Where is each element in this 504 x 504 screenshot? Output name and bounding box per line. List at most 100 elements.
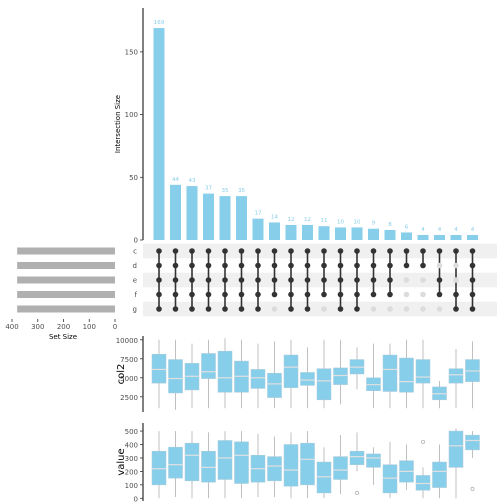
col2-box bbox=[415, 359, 431, 384]
matrix-dot-filled bbox=[337, 248, 344, 254]
intersection-bar-label: 4 bbox=[438, 227, 442, 233]
matrix-dot-filled bbox=[271, 291, 278, 298]
intersection-y-tick-label: 50 bbox=[129, 174, 138, 182]
matrix-dot-filled bbox=[321, 262, 327, 269]
value-box bbox=[201, 450, 216, 483]
matrix-dot-filled bbox=[189, 248, 195, 254]
set-name-label: d bbox=[133, 262, 137, 270]
set-size-bar bbox=[17, 262, 115, 269]
matrix-dot-filled bbox=[304, 262, 311, 269]
matrix-dot-empty bbox=[370, 306, 377, 312]
matrix-dot-filled bbox=[420, 248, 426, 254]
col2-box bbox=[151, 353, 167, 384]
matrix-dot-filled bbox=[271, 277, 278, 283]
value-box bbox=[448, 430, 464, 468]
col2-box bbox=[333, 367, 348, 385]
set-size-bar bbox=[17, 291, 115, 298]
matrix-dot-filled bbox=[288, 262, 294, 269]
col2-y-tick-label: 10000 bbox=[116, 337, 138, 345]
matrix-dot-empty bbox=[271, 306, 278, 312]
set-name-label: g bbox=[133, 306, 137, 314]
col2-box bbox=[448, 368, 464, 384]
matrix-stripes bbox=[143, 243, 497, 317]
matrix-dot-filled bbox=[172, 262, 179, 269]
matrix-dot-filled bbox=[189, 277, 195, 283]
col2-box bbox=[300, 372, 315, 386]
matrix-dot-empty bbox=[403, 291, 410, 298]
matrix-dot-filled bbox=[304, 248, 311, 254]
matrix-dot-filled bbox=[354, 248, 360, 254]
matrix-dot-filled bbox=[354, 291, 360, 298]
matrix-dot-filled bbox=[288, 306, 294, 312]
value-box bbox=[316, 461, 332, 494]
set-size-tick-label: 0 bbox=[113, 323, 117, 331]
value-box bbox=[283, 444, 299, 487]
set-size-bar bbox=[17, 247, 115, 255]
matrix-dot-empty bbox=[453, 277, 459, 283]
intersection-bar-label: 8 bbox=[388, 222, 392, 228]
matrix-dot-filled bbox=[156, 306, 162, 312]
intersection-bar-label: 17 bbox=[255, 211, 262, 217]
intersection-bar bbox=[219, 196, 231, 240]
value-box bbox=[217, 440, 233, 480]
value-box bbox=[432, 461, 447, 488]
boxplot-col2: 2500 5000 7500 10000 col2 bbox=[116, 336, 480, 412]
set-name-label: e bbox=[133, 277, 137, 285]
col2-box bbox=[168, 359, 183, 394]
matrix-dot-filled bbox=[321, 248, 327, 254]
col2-y-tick-label: 5000 bbox=[120, 375, 138, 383]
intersection-bar bbox=[335, 227, 346, 240]
set-size-axis-title: Set Size bbox=[49, 333, 77, 341]
matrix-dot-filled bbox=[304, 277, 311, 283]
matrix-dot-filled bbox=[255, 291, 261, 298]
matrix-dot-filled bbox=[370, 262, 377, 269]
matrix-stripe bbox=[143, 301, 497, 317]
matrix-dot-filled bbox=[189, 262, 195, 269]
set-size-bars: 400 300 200 100 0 Set Size bbox=[5, 247, 117, 341]
matrix-dot-filled bbox=[238, 277, 245, 283]
value-outlier bbox=[470, 486, 475, 491]
intersection-y-tick-label: 150 bbox=[125, 48, 138, 56]
intersection-bar-label: 10 bbox=[354, 219, 361, 225]
matrix-dot-filled bbox=[387, 248, 393, 254]
set-size-tick-label: 100 bbox=[83, 323, 96, 331]
matrix-stripe bbox=[143, 272, 497, 288]
matrix-dot-filled bbox=[436, 277, 443, 283]
value-box bbox=[349, 450, 365, 465]
value-y-tick-label: 500 bbox=[125, 428, 138, 436]
set-size-tick-label: 200 bbox=[57, 323, 70, 331]
matrix-dot-empty bbox=[321, 306, 327, 312]
matrix-dot-filled bbox=[304, 291, 311, 298]
intersection-bar-label: 35 bbox=[222, 188, 229, 194]
intersection-bar bbox=[384, 229, 396, 240]
matrix-dot-filled bbox=[271, 248, 278, 254]
matrix-dot-filled bbox=[222, 291, 228, 298]
value-box bbox=[333, 456, 348, 480]
value-box bbox=[300, 442, 315, 486]
matrix-dot-filled bbox=[453, 306, 459, 312]
intersection-bar bbox=[153, 28, 165, 240]
intersection-bar bbox=[368, 228, 379, 240]
value-box bbox=[168, 446, 183, 479]
matrix-dot-filled bbox=[469, 248, 476, 254]
intersection-bar bbox=[401, 232, 412, 240]
matrix-dot-empty bbox=[436, 262, 443, 269]
matrix-dot-filled bbox=[403, 248, 410, 254]
intersection-bar-label: 4 bbox=[471, 227, 475, 233]
intersection-bar-label: 9 bbox=[372, 221, 376, 227]
matrix-dot-filled bbox=[370, 291, 377, 298]
matrix-dot-filled bbox=[337, 291, 344, 298]
matrix-dot-empty bbox=[387, 306, 393, 312]
value-outlier bbox=[420, 439, 425, 444]
set-size-tick-label: 300 bbox=[31, 323, 44, 331]
matrix-dot-filled bbox=[222, 277, 228, 283]
col2-y-tick-label: 7500 bbox=[120, 356, 138, 364]
matrix-dot-filled bbox=[172, 291, 179, 298]
col2-box bbox=[283, 354, 299, 388]
value-box bbox=[415, 475, 431, 491]
matrix-dot-filled bbox=[156, 262, 162, 269]
matrix-dot-filled bbox=[255, 248, 261, 254]
col2-y-axis-title: col2 bbox=[116, 364, 127, 385]
matrix-dot-filled bbox=[189, 306, 195, 312]
